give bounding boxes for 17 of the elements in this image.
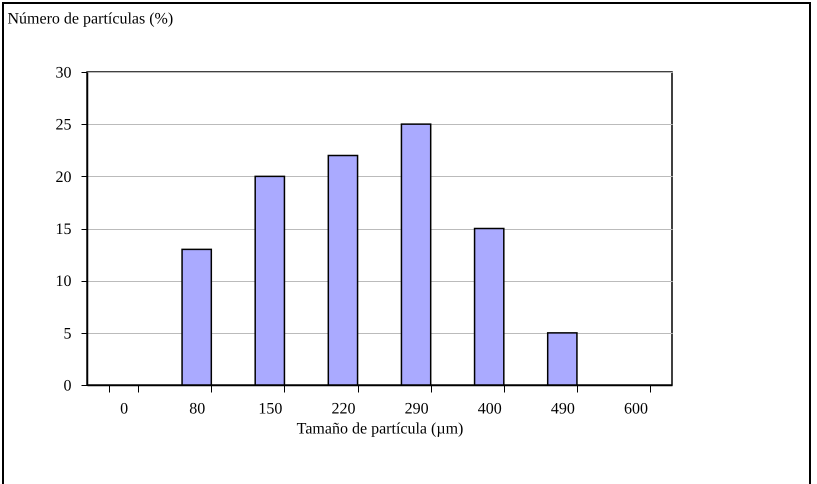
x-tick-label: 600: [624, 400, 648, 418]
x-tick-label: 150: [258, 400, 282, 418]
y-tick-label: 20: [56, 168, 72, 186]
x-tick-label: 80: [189, 400, 206, 418]
x-tick-label: 290: [404, 400, 429, 418]
y-tick-label: 10: [56, 273, 72, 290]
y-tick-label: 30: [56, 64, 72, 82]
x-tick-label: 220: [331, 400, 356, 418]
y-tick-label: 0: [64, 378, 72, 394]
y-tick-label: 15: [56, 221, 72, 238]
x-tick-label: 0: [120, 400, 128, 418]
y-axis-title: Número de partículas (%): [8, 10, 174, 28]
x-axis-title: Tamaño de partícula (µm): [296, 420, 464, 438]
x-tick-label: 490: [550, 400, 575, 418]
y-tick-label: 5: [64, 325, 72, 342]
y-tick-label: 25: [56, 116, 72, 134]
x-tick-label: 400: [478, 400, 502, 418]
